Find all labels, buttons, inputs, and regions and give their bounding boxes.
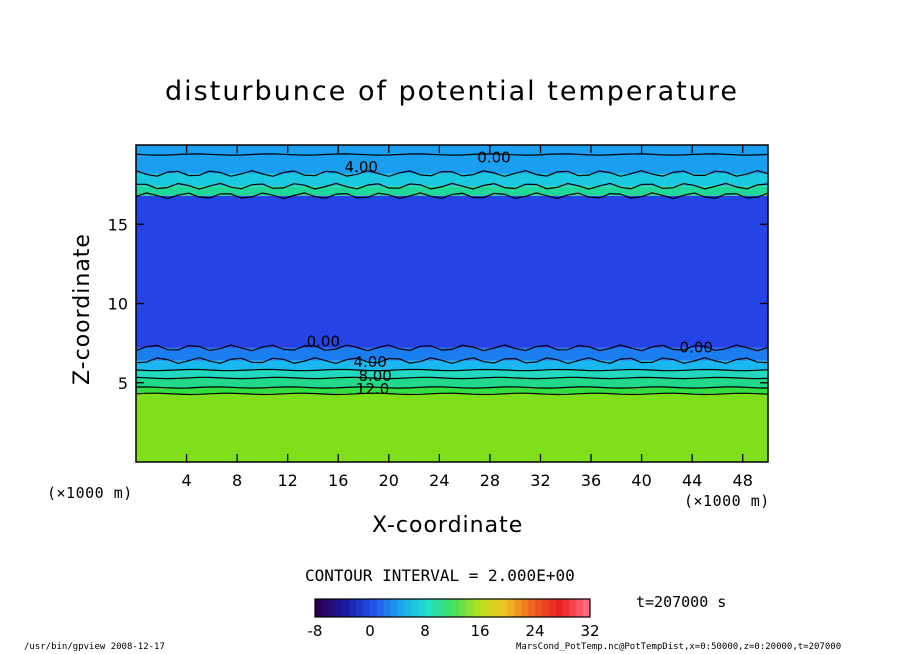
colorbar-cell-19 — [445, 599, 453, 617]
chart-title: disturbunce of potential temperature — [165, 76, 739, 107]
colorbar-cell-0 — [315, 599, 323, 617]
field-layer-9 — [136, 145, 768, 174]
field-layer-8 — [136, 173, 768, 187]
colorbar-cell-6 — [356, 599, 364, 617]
field-layer-0 — [136, 393, 768, 462]
colorbar-cell-23 — [473, 599, 481, 617]
colorbar-cell-25 — [486, 599, 495, 617]
colorbar-cell-9 — [376, 599, 385, 617]
contour-label-3: 0.00 — [680, 339, 713, 357]
colorbar-cell-1 — [321, 599, 330, 617]
x-tick-label-11: 48 — [733, 471, 753, 490]
contour-interval: CONTOUR INTERVAL = 2.000E+00 — [305, 566, 575, 585]
x-tick-label-7: 32 — [530, 471, 550, 490]
colorbar-cell-31 — [528, 599, 536, 617]
colorbar-cell-34 — [548, 599, 557, 617]
field-layer-5 — [136, 347, 768, 361]
field-layer-2 — [136, 377, 768, 388]
contour-label-6: 12.0 — [356, 380, 389, 398]
y-tick-label-2: 15 — [108, 215, 128, 234]
colorbar-cell-12 — [397, 599, 405, 617]
contour-line-1 — [135, 386, 769, 389]
contour-label-2: 0.00 — [477, 148, 510, 166]
colorbar-cell-29 — [514, 599, 522, 617]
contour-label-4: 4.00 — [353, 353, 386, 371]
colorbar-tick-label-2: 8 — [420, 622, 430, 640]
colorbar-cell-18 — [438, 599, 447, 617]
contour-line-7 — [136, 182, 769, 190]
colorbar-cell-30 — [521, 599, 529, 617]
x-tick-label-6: 28 — [480, 471, 500, 490]
contour-line-2 — [135, 376, 769, 380]
colorbar-cell-20 — [452, 599, 460, 617]
colorbar-cell-24 — [480, 599, 488, 617]
colorbar-cell-15 — [418, 599, 426, 617]
field-layer-4 — [136, 360, 768, 371]
colorbar-tick-label-3: 16 — [470, 622, 489, 640]
contour-label-5: 8.00 — [358, 367, 391, 385]
colorbar-cell-13 — [404, 599, 412, 617]
field-layer-3 — [136, 370, 768, 378]
colorbar-cell-3 — [335, 599, 343, 617]
field-layer-6 — [136, 195, 768, 348]
colorbar-cell-7 — [363, 599, 371, 617]
x-unit-right: (×1000 m) — [684, 492, 770, 510]
colorbar-cell-33 — [541, 599, 550, 617]
footer-right: MarsCond_PotTemp.nc@PotTempDist,x=0:5000… — [516, 642, 842, 652]
x-tick-label-10: 44 — [682, 471, 702, 490]
colorbar-cell-21 — [459, 599, 467, 617]
x-tick-label-0: 4 — [181, 471, 191, 490]
x-unit-left: (×1000 m) — [47, 484, 133, 502]
colorbar-cell-39 — [583, 599, 591, 617]
contour-line-9 — [135, 153, 769, 156]
colorbar-cell-32 — [535, 599, 543, 617]
contour-label-1: 4.00 — [345, 158, 378, 176]
colorbar-cell-2 — [328, 599, 337, 617]
colorbar-cell-4 — [342, 599, 350, 617]
contour-line-0 — [135, 392, 769, 396]
colorbar-tick-label-5: 32 — [580, 622, 599, 640]
y-tick-label-0: 5 — [118, 374, 128, 393]
x-tick-label-1: 8 — [232, 471, 242, 490]
contour-line-3 — [135, 368, 769, 372]
colorbar-cell-10 — [383, 599, 392, 617]
colorbar-cell-36 — [562, 599, 570, 617]
colorbar-cell-26 — [493, 599, 502, 617]
contour-label-0: 0.00 — [307, 332, 340, 350]
colorbar-cell-17 — [431, 599, 440, 617]
y-tick-label-1: 10 — [108, 295, 128, 314]
contour-line-6 — [135, 192, 769, 200]
colorbar-cell-22 — [466, 599, 474, 617]
colorbar-tick-label-1: 0 — [365, 622, 375, 640]
contour-line-4 — [135, 357, 769, 365]
colorbar-tick-label-0: -8 — [308, 622, 323, 640]
time-label: t=207000 s — [636, 593, 727, 611]
colorbar-cell-8 — [370, 599, 378, 617]
footer-left: /usr/bin/gpview 2008-12-17 — [24, 642, 165, 652]
colorbar-tick-label-4: 24 — [525, 622, 544, 640]
colorbar-cell-5 — [349, 599, 357, 617]
colorbar-cell-27 — [500, 599, 508, 617]
colorbar-cell-14 — [411, 599, 419, 617]
colorbar-cell-16 — [425, 599, 433, 617]
field-layer-7 — [136, 186, 768, 196]
field-layer-1 — [136, 387, 768, 394]
colorbar-frame — [314, 598, 591, 618]
x-axis-label: X-coordinate — [372, 513, 524, 538]
contour-line-5 — [135, 344, 769, 352]
colorbar-cell-35 — [555, 599, 563, 617]
x-tick-label-8: 36 — [581, 471, 601, 490]
x-tick-label-2: 12 — [278, 471, 298, 490]
x-tick-label-9: 40 — [631, 471, 651, 490]
colorbar-cell-28 — [507, 599, 515, 617]
x-tick-label-4: 20 — [379, 471, 399, 490]
contour-line-8 — [135, 170, 769, 178]
colorbar-cell-37 — [569, 599, 577, 617]
x-tick-label-3: 16 — [328, 471, 348, 490]
x-tick-label-5: 24 — [429, 471, 449, 490]
colorbar-cell-38 — [576, 599, 584, 617]
colorbar-cell-11 — [390, 599, 398, 617]
